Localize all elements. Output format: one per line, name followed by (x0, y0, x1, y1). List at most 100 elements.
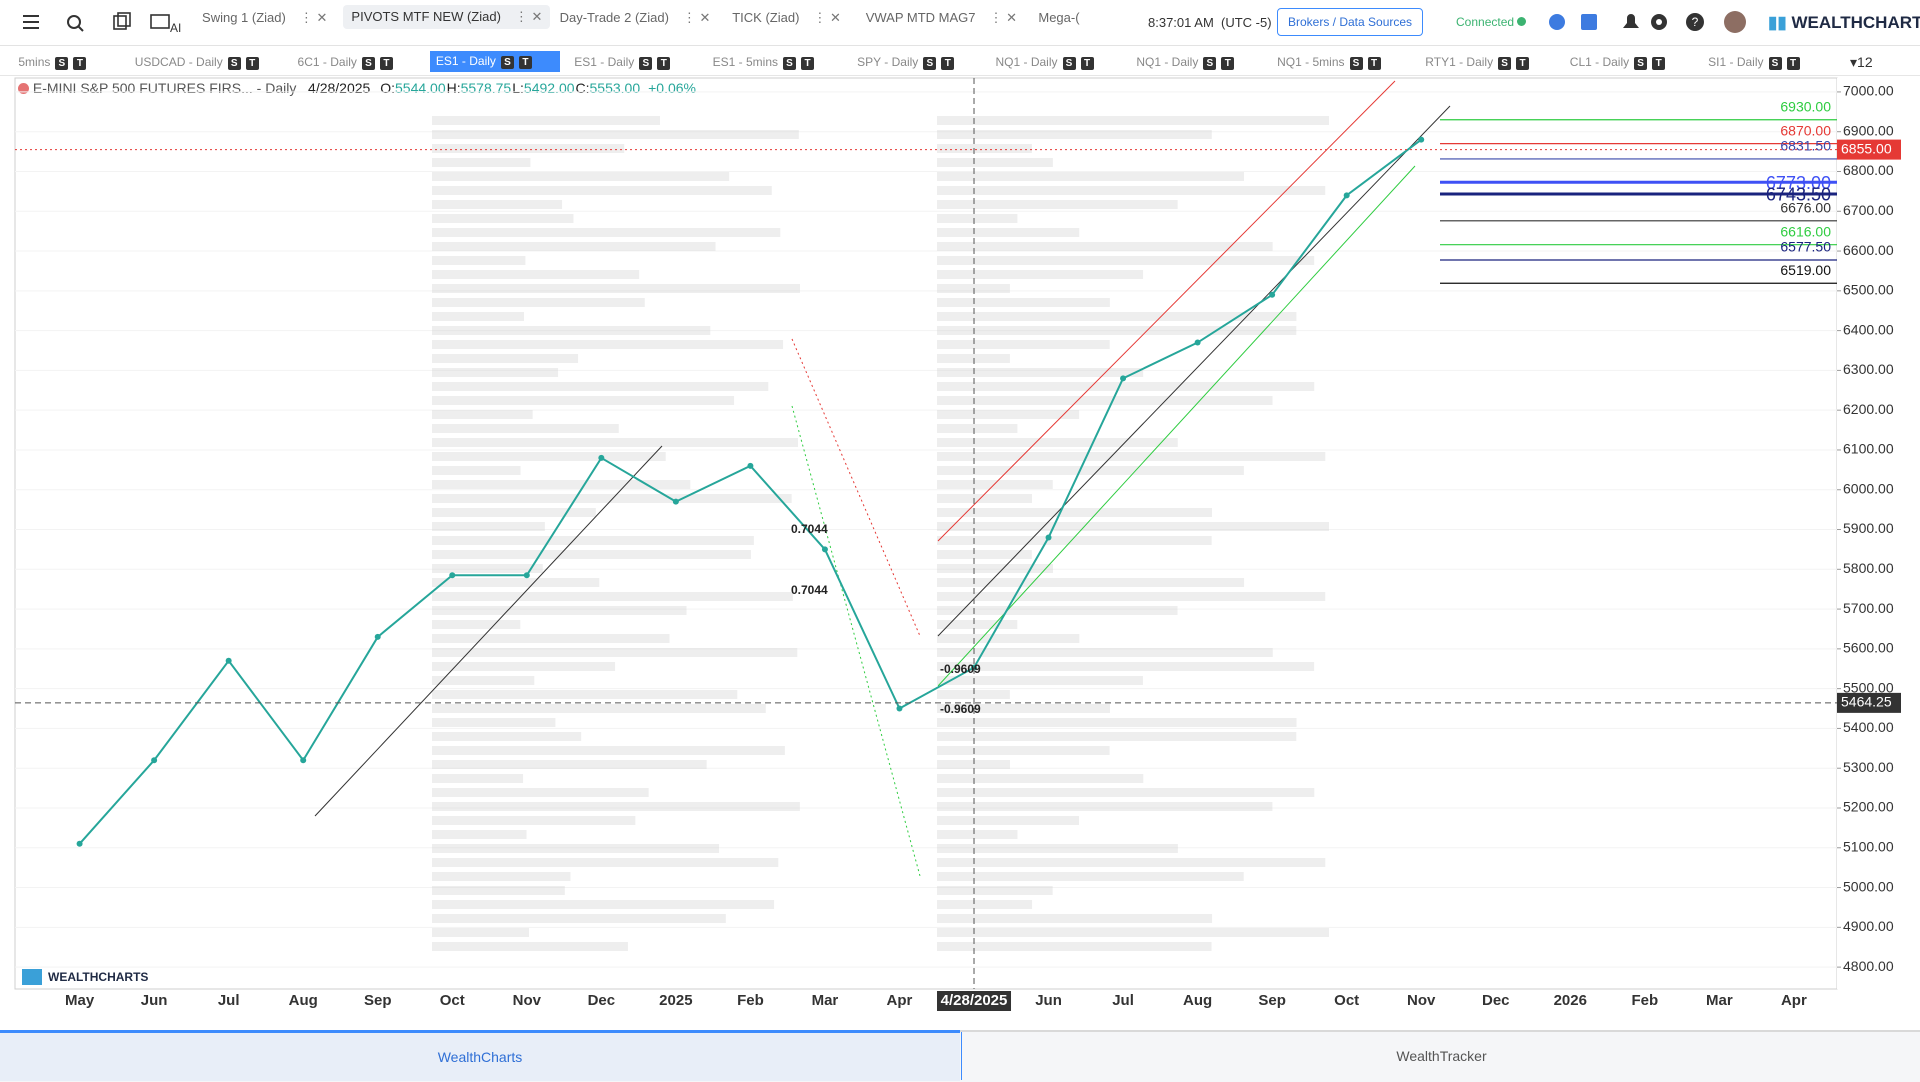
profile-bar (432, 480, 691, 489)
layout-tab[interactable]: TICK (Ziad) ⋮ ✕ (732, 10, 841, 25)
profile-bar (937, 550, 1032, 559)
layout-tab[interactable]: Day-Trade 2 (Ziad) ⋮ ✕ (559, 10, 711, 25)
symbol-tab-label: SPY - Daily (857, 55, 919, 69)
symbol-tab[interactable]: RTY1 - Daily S T (1425, 55, 1530, 70)
layout-tab[interactable]: PIVOTS MTF NEW (Ziad) ⋮ ✕ (343, 5, 551, 29)
tab-count[interactable]: ▾12 (1850, 54, 1873, 70)
x-tick-label: Jun (141, 992, 168, 1009)
clock: 8:37:01 AM (UTC -5) (1148, 15, 1272, 30)
x-tick-label: Oct (1334, 992, 1359, 1009)
profile-bar (432, 550, 751, 559)
tab-count-text: 12 (1857, 54, 1873, 70)
level-label: 6831.50 (1780, 138, 1831, 154)
profile-bar (937, 522, 1329, 531)
level-label: 6743.50 (1766, 185, 1831, 205)
badge: T (518, 56, 532, 69)
profile-bar (432, 410, 533, 419)
symbol-tab-label: ES1 - Daily (574, 55, 635, 69)
layout-tab[interactable]: VWAP MTD MAG7 ⋮ ✕ (865, 10, 1018, 25)
profile-bar (937, 270, 1144, 279)
profile-bar (432, 592, 793, 601)
y-tick-label: 5200.00 (1843, 799, 1894, 815)
profile-bar (937, 620, 1018, 629)
x-tick-label: Aug (1183, 992, 1212, 1009)
fib-line (791, 338, 921, 637)
profile-bar (432, 298, 645, 307)
badge: S (1634, 57, 1648, 70)
symbol-tab-label: ES1 - 5mins (712, 55, 778, 69)
x-tick-label: May (65, 992, 95, 1009)
symbol-tab[interactable]: NQ1 - Daily S T (1136, 55, 1235, 70)
symbol-tab[interactable]: ES1 - Daily S T (574, 55, 671, 70)
profile-bar (432, 606, 687, 615)
profile-bar (937, 578, 1245, 587)
profile-bar (432, 452, 666, 461)
symbol-tab[interactable]: USDCAD - Daily S T (135, 55, 259, 70)
symbol-tab[interactable]: ES1 - 5mins S T (713, 55, 814, 70)
layout-tab[interactable]: Mega-( (1038, 10, 1080, 25)
price-point (151, 757, 158, 764)
profile-bar (937, 144, 1032, 153)
crosshair-tag (1837, 692, 1901, 713)
profile-bar (432, 396, 735, 405)
badge: T (1367, 57, 1381, 70)
badge: T (1652, 57, 1666, 70)
profile-bar (937, 858, 1326, 867)
profile-bar (937, 452, 1326, 461)
symbol-tab[interactable]: SPY - Daily S T (857, 55, 955, 70)
badge: S (500, 56, 514, 69)
profile-bar (937, 116, 1329, 125)
price-point (1418, 136, 1425, 143)
svg-text:?: ? (1692, 15, 1699, 29)
symbol-tab[interactable]: 5mins S T (18, 55, 87, 70)
y-tick-label: 5600.00 (1843, 640, 1894, 656)
profile-bar (937, 242, 1273, 251)
profile-bar (432, 620, 521, 629)
profile-bar (432, 382, 769, 391)
symbol-tab-label: NQ1 - 5mins (1277, 55, 1345, 69)
fib-label: 0.7044 (791, 583, 828, 597)
badge: S (1203, 57, 1217, 70)
symbol-tab[interactable]: ES1 - Daily S T (429, 51, 560, 72)
profile-bar (937, 774, 1144, 783)
profile-bar (432, 746, 785, 755)
profile-bar (432, 844, 720, 853)
profile-bar (432, 340, 784, 349)
fib-label: 0.7044 (791, 522, 828, 536)
y-tick-label: 6900.00 (1843, 122, 1894, 138)
profile-bar (432, 424, 619, 433)
y-tick-label: 6800.00 (1843, 162, 1894, 178)
y-tick-label: 5000.00 (1843, 878, 1894, 894)
profile-bar (937, 228, 1080, 237)
y-tick-label: 5100.00 (1843, 838, 1894, 854)
profile-bar (937, 886, 1053, 895)
profile-bar (432, 788, 649, 797)
profile-bar (432, 228, 781, 237)
badge: T (941, 57, 955, 70)
layout-tab[interactable]: Swing 1 (Ziad) ⋮ ✕ (202, 10, 328, 25)
bottom-tab-active[interactable]: WealthCharts (0, 1030, 960, 1081)
symbol-tab[interactable]: CL1 - Daily S T (1570, 55, 1666, 70)
bottom-tab[interactable]: WealthTracker (961, 1032, 1920, 1080)
trend-line (937, 105, 1451, 637)
badge: S (1768, 57, 1782, 70)
profile-bar (432, 200, 563, 209)
profile-bar (432, 676, 535, 685)
profile-bar (432, 704, 766, 713)
x-tick-label: Nov (1407, 992, 1436, 1009)
profile-bar (432, 354, 579, 363)
symbol-tab[interactable]: 6C1 - Daily S T (298, 55, 393, 70)
profile-bar (432, 690, 738, 699)
symbol-tab[interactable]: NQ1 - Daily S T (996, 55, 1094, 70)
profile-bar (432, 914, 726, 923)
ai-label[interactable]: AI (170, 21, 181, 35)
y-tick-label: 5900.00 (1843, 520, 1894, 536)
brokers-button[interactable]: Brokers / Data Sources (1277, 8, 1424, 36)
symbol-tab[interactable]: NQ1 - 5mins S T (1277, 55, 1381, 70)
level-label: 6577.50 (1780, 239, 1831, 255)
x-tick-label: 2025 (659, 992, 692, 1009)
profile-bar (937, 130, 1212, 139)
symbol-tab[interactable]: SI1 - Daily S T (1708, 55, 1800, 70)
symbol-tab-label: SI1 - Daily (1708, 55, 1764, 69)
